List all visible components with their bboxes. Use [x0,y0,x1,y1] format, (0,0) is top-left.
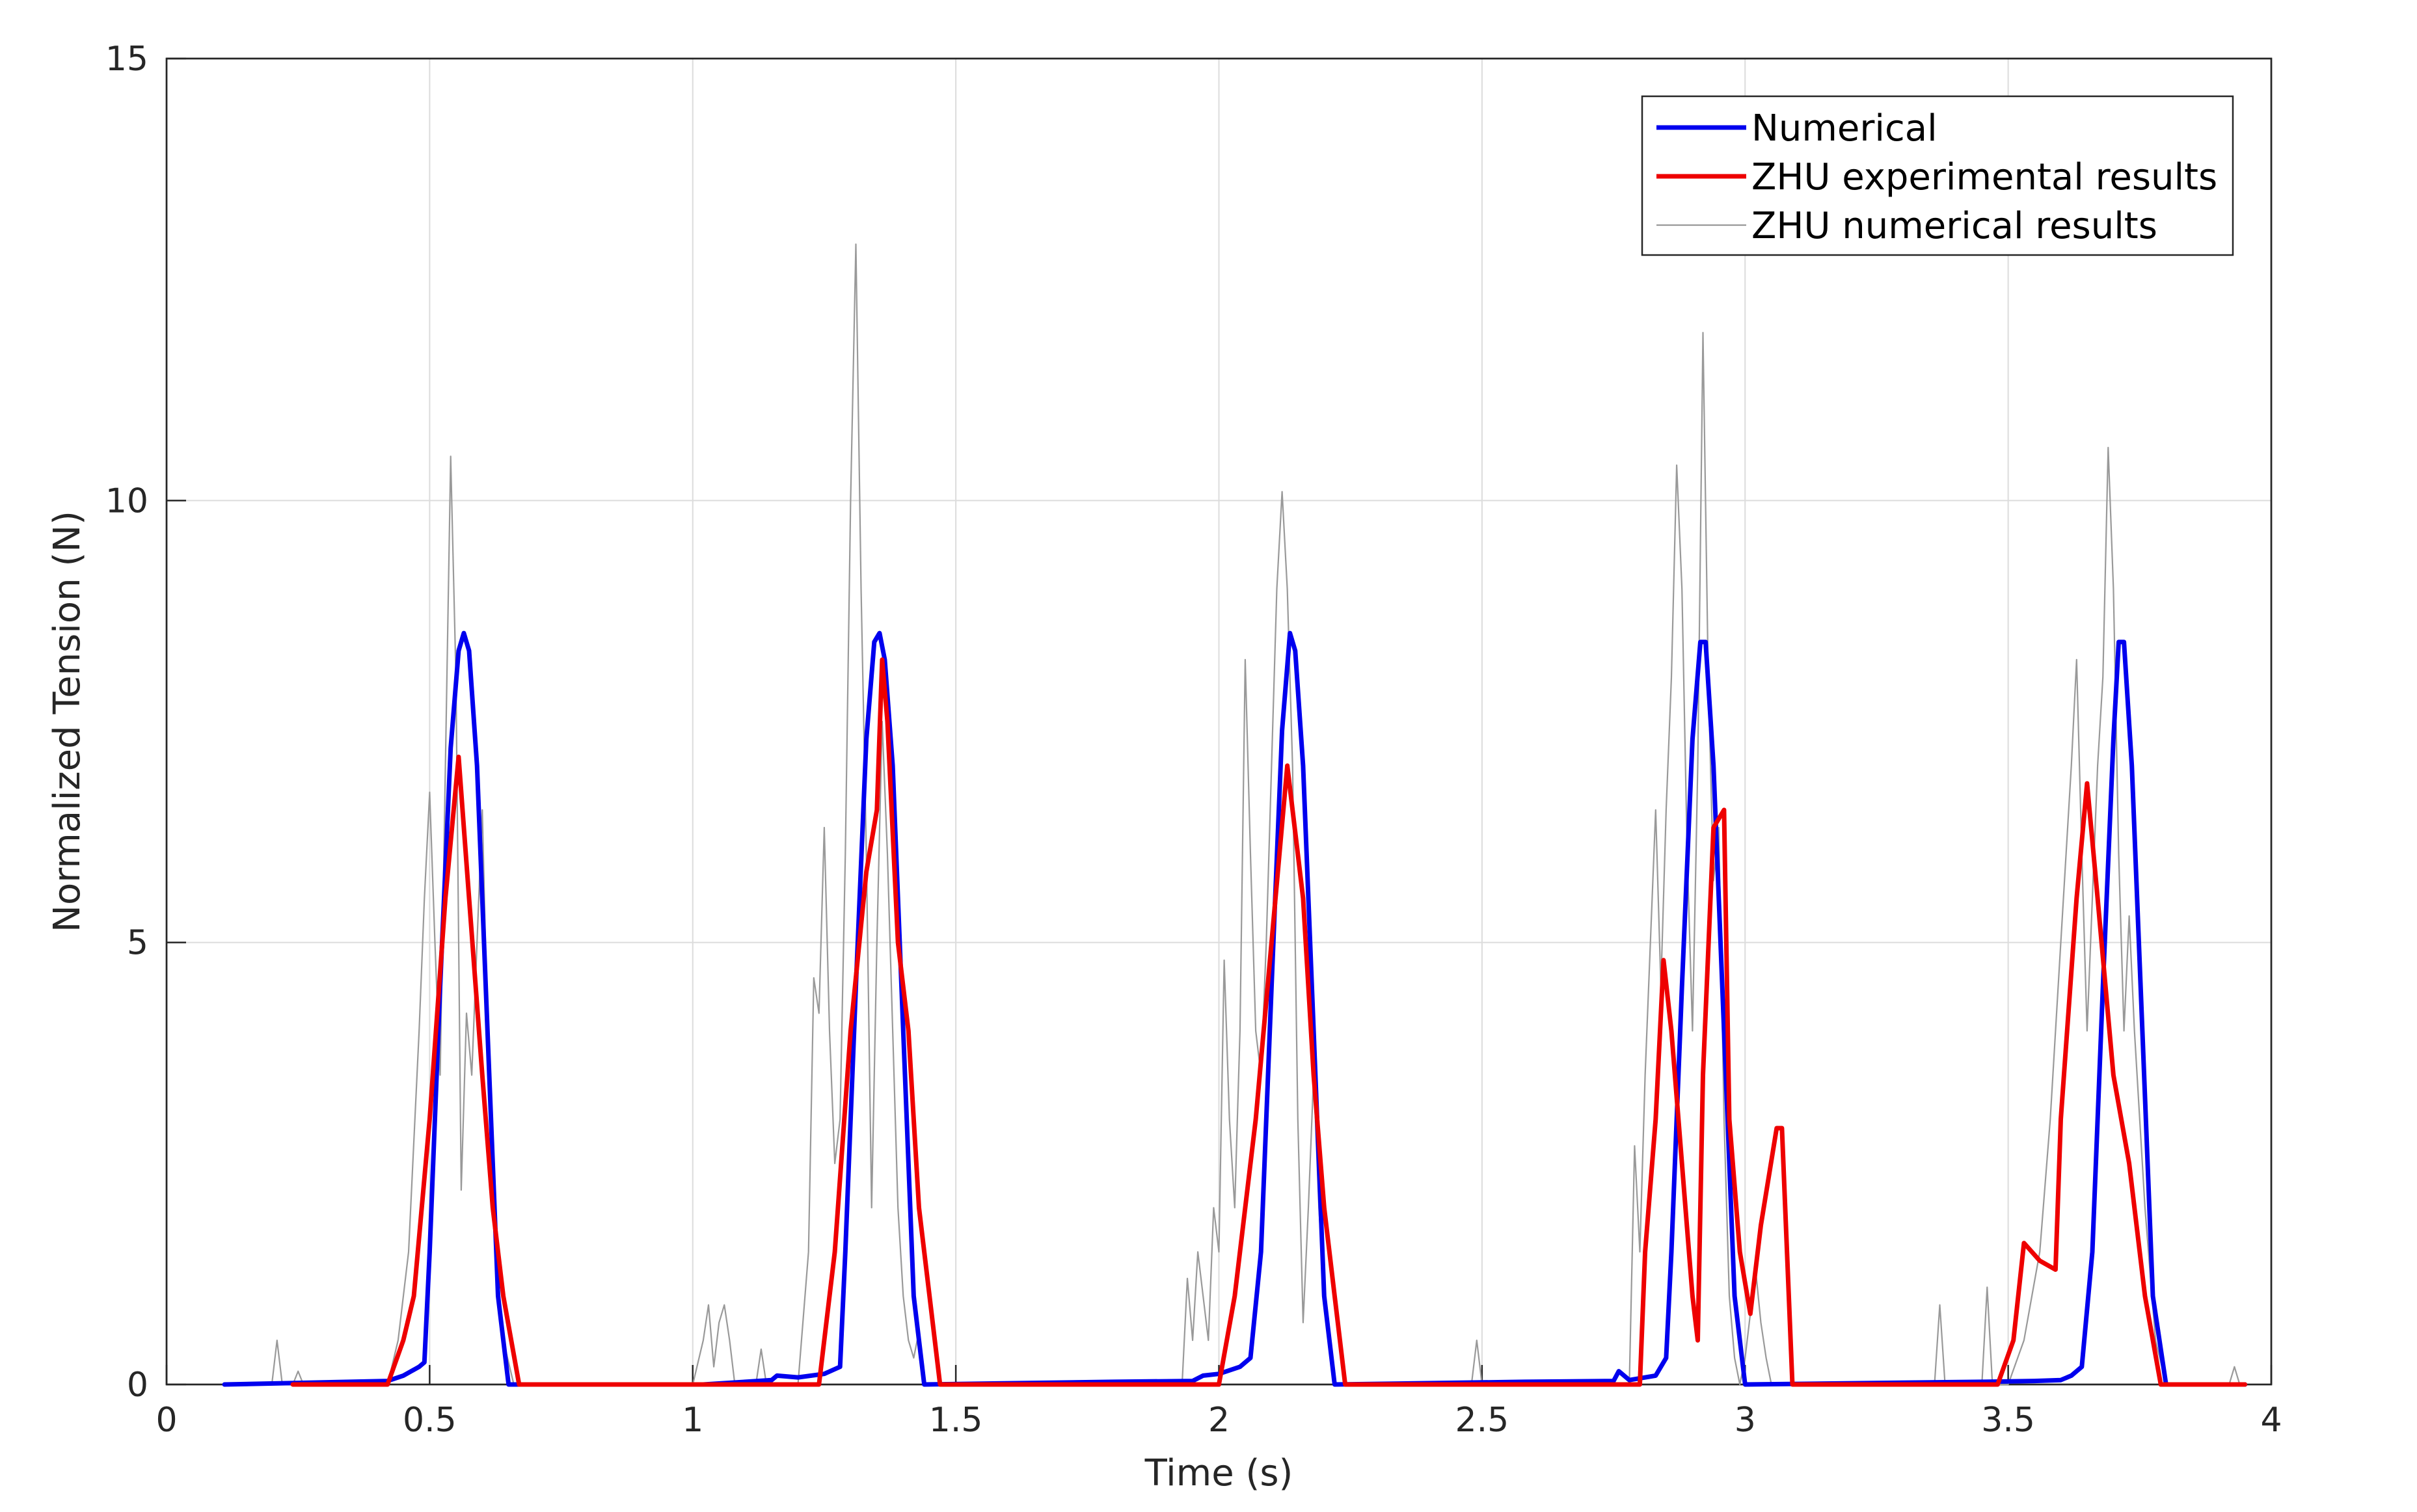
x-tick-label: 3.5 [1981,1401,2035,1440]
x-tick-label: 1 [682,1401,703,1440]
x-tick-label: 1.5 [929,1401,983,1440]
y-tick-label: 0 [127,1366,148,1405]
y-tick-label: 5 [127,924,148,963]
y-axis-label: Normalized Tension (N) [46,511,88,932]
series-line-1 [290,657,2248,1387]
axes: 0 0.5 1 1.5 2 2.5 3 3.5 4 0 5 10 15 [105,40,2282,1440]
x-tick-label: 2.5 [1455,1401,1509,1440]
y-tick-label: 15 [105,40,148,79]
x-axis-label: Time (s) [1144,1452,1293,1494]
x-tick-label: 0.5 [403,1401,457,1440]
legend-label: Numerical [1751,107,1938,150]
series-line-2 [223,243,2246,1386]
x-tick-label: 4 [2260,1401,2282,1440]
legend-label: ZHU numerical results [1751,205,2157,247]
legend: Numerical ZHU experimental results ZHU num… [1641,95,2234,256]
x-tick-label: 3 [1735,1401,1756,1440]
x-tick-label: 0 [155,1401,177,1440]
y-tick-label: 10 [105,481,148,520]
series-layer [222,243,2248,1387]
legend-label: ZHU experimental results [1751,156,2217,198]
x-tick-label: 2 [1208,1401,1230,1440]
